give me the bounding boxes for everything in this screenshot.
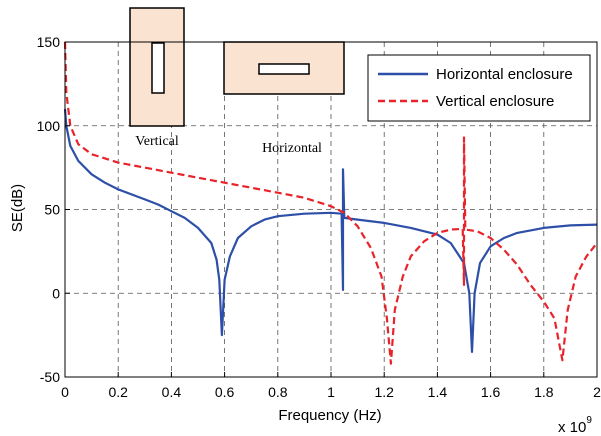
x-tick-label: 0.2 [108, 384, 128, 400]
y-tick-label: -50 [40, 369, 60, 385]
x-tick-label: 0.6 [215, 384, 235, 400]
legend-box [367, 54, 591, 122]
enclosure-insets: Vertical Horizontal [129, 7, 345, 156]
x-tick-label: 2 [593, 384, 601, 400]
x-tick-label: 0.8 [268, 384, 288, 400]
y-tick-label: 0 [52, 285, 60, 301]
y-tick-label: 150 [37, 34, 61, 50]
series-line-horizontal-enclosure [63, 108, 598, 353]
x-axis-label: Frequency (Hz) [278, 407, 381, 424]
vertical-aperture [151, 42, 165, 94]
inset-label-vertical: Vertical [135, 134, 179, 149]
inset-label-horizontal: Horizontal [262, 141, 322, 156]
x-tick-label: 0 [61, 384, 69, 400]
y-axis-label: SE(dB) [9, 184, 26, 232]
x-multiplier-base: x 10 [558, 419, 586, 436]
x-tick-label: 1.8 [534, 384, 554, 400]
x-tick-label: 1.4 [428, 384, 448, 400]
x-tick-label: 1.2 [374, 384, 394, 400]
y-tick-label: 100 [37, 118, 61, 134]
y-tick-label: 50 [44, 202, 60, 218]
legend: Horizontal enclosure Vertical enclosure [367, 54, 591, 122]
x-tick-label: 1 [327, 384, 335, 400]
legend-label-vertical: Vertical enclosure [436, 93, 554, 110]
series-line-vertical-enclosure [63, 41, 598, 365]
x-tick-label: 1.6 [481, 384, 501, 400]
legend-label-horizontal: Horizontal enclosure [436, 66, 573, 83]
horizontal-aperture [258, 63, 310, 75]
series-lines [63, 41, 598, 365]
x-multiplier-exponent: 9 [586, 415, 592, 426]
x-multiplier-label: x 109 [558, 415, 592, 436]
x-tick-label: 0.4 [162, 384, 182, 400]
